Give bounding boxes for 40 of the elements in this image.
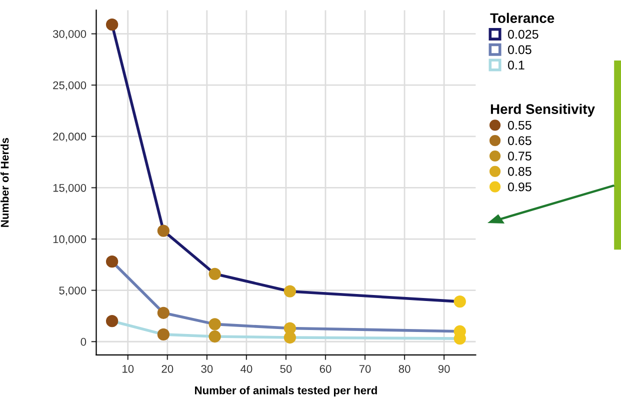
point xyxy=(208,268,221,280)
legend-label: 0.1 xyxy=(508,60,524,70)
legend-label: 0.55 xyxy=(508,120,532,130)
x-tick-label: 90 xyxy=(438,364,450,373)
text: Tolerance xyxy=(490,12,554,24)
y-tick-label: 15,000 xyxy=(53,184,86,194)
x-tick-label: 70 xyxy=(359,364,371,373)
y-tick-label: 5,000 xyxy=(59,286,86,296)
x-tick-label: 80 xyxy=(398,364,410,373)
point xyxy=(106,256,118,268)
text: Herd Sensitivity xyxy=(490,104,595,117)
y-tick-label: 25,000 xyxy=(53,81,86,91)
point xyxy=(208,318,221,330)
x-tick-label: 40 xyxy=(240,364,252,373)
x-tick-label: 20 xyxy=(162,364,174,373)
point xyxy=(157,306,170,319)
legend-label: 0.05 xyxy=(508,45,532,54)
legend-label: 0.95 xyxy=(508,182,532,192)
legend-label: 0.75 xyxy=(508,152,532,160)
x-tick-label: 60 xyxy=(320,364,332,373)
x-tick-label: 30 xyxy=(201,364,213,373)
x-tick-label: 50 xyxy=(280,364,292,373)
point xyxy=(157,328,170,341)
legend-label: 0.65 xyxy=(508,136,532,146)
point xyxy=(284,331,296,344)
point xyxy=(157,224,170,237)
x-tick-label: 10 xyxy=(122,364,134,373)
y-tick-label: 30,000 xyxy=(52,30,86,40)
point xyxy=(284,285,296,298)
x-axis-title: Number of animals tested per herd xyxy=(195,386,377,397)
y-tick-label: 20,000 xyxy=(53,132,86,142)
point xyxy=(106,315,118,328)
point xyxy=(208,330,221,343)
legend-label: 0.85 xyxy=(508,167,532,176)
legend-label: 0.025 xyxy=(508,30,538,39)
point xyxy=(106,18,118,31)
y-tick-label: 0 xyxy=(80,338,86,346)
y-axis-title: Number of Herds xyxy=(0,138,9,227)
y-tick-label: 10,000 xyxy=(53,235,86,244)
point xyxy=(454,296,466,308)
